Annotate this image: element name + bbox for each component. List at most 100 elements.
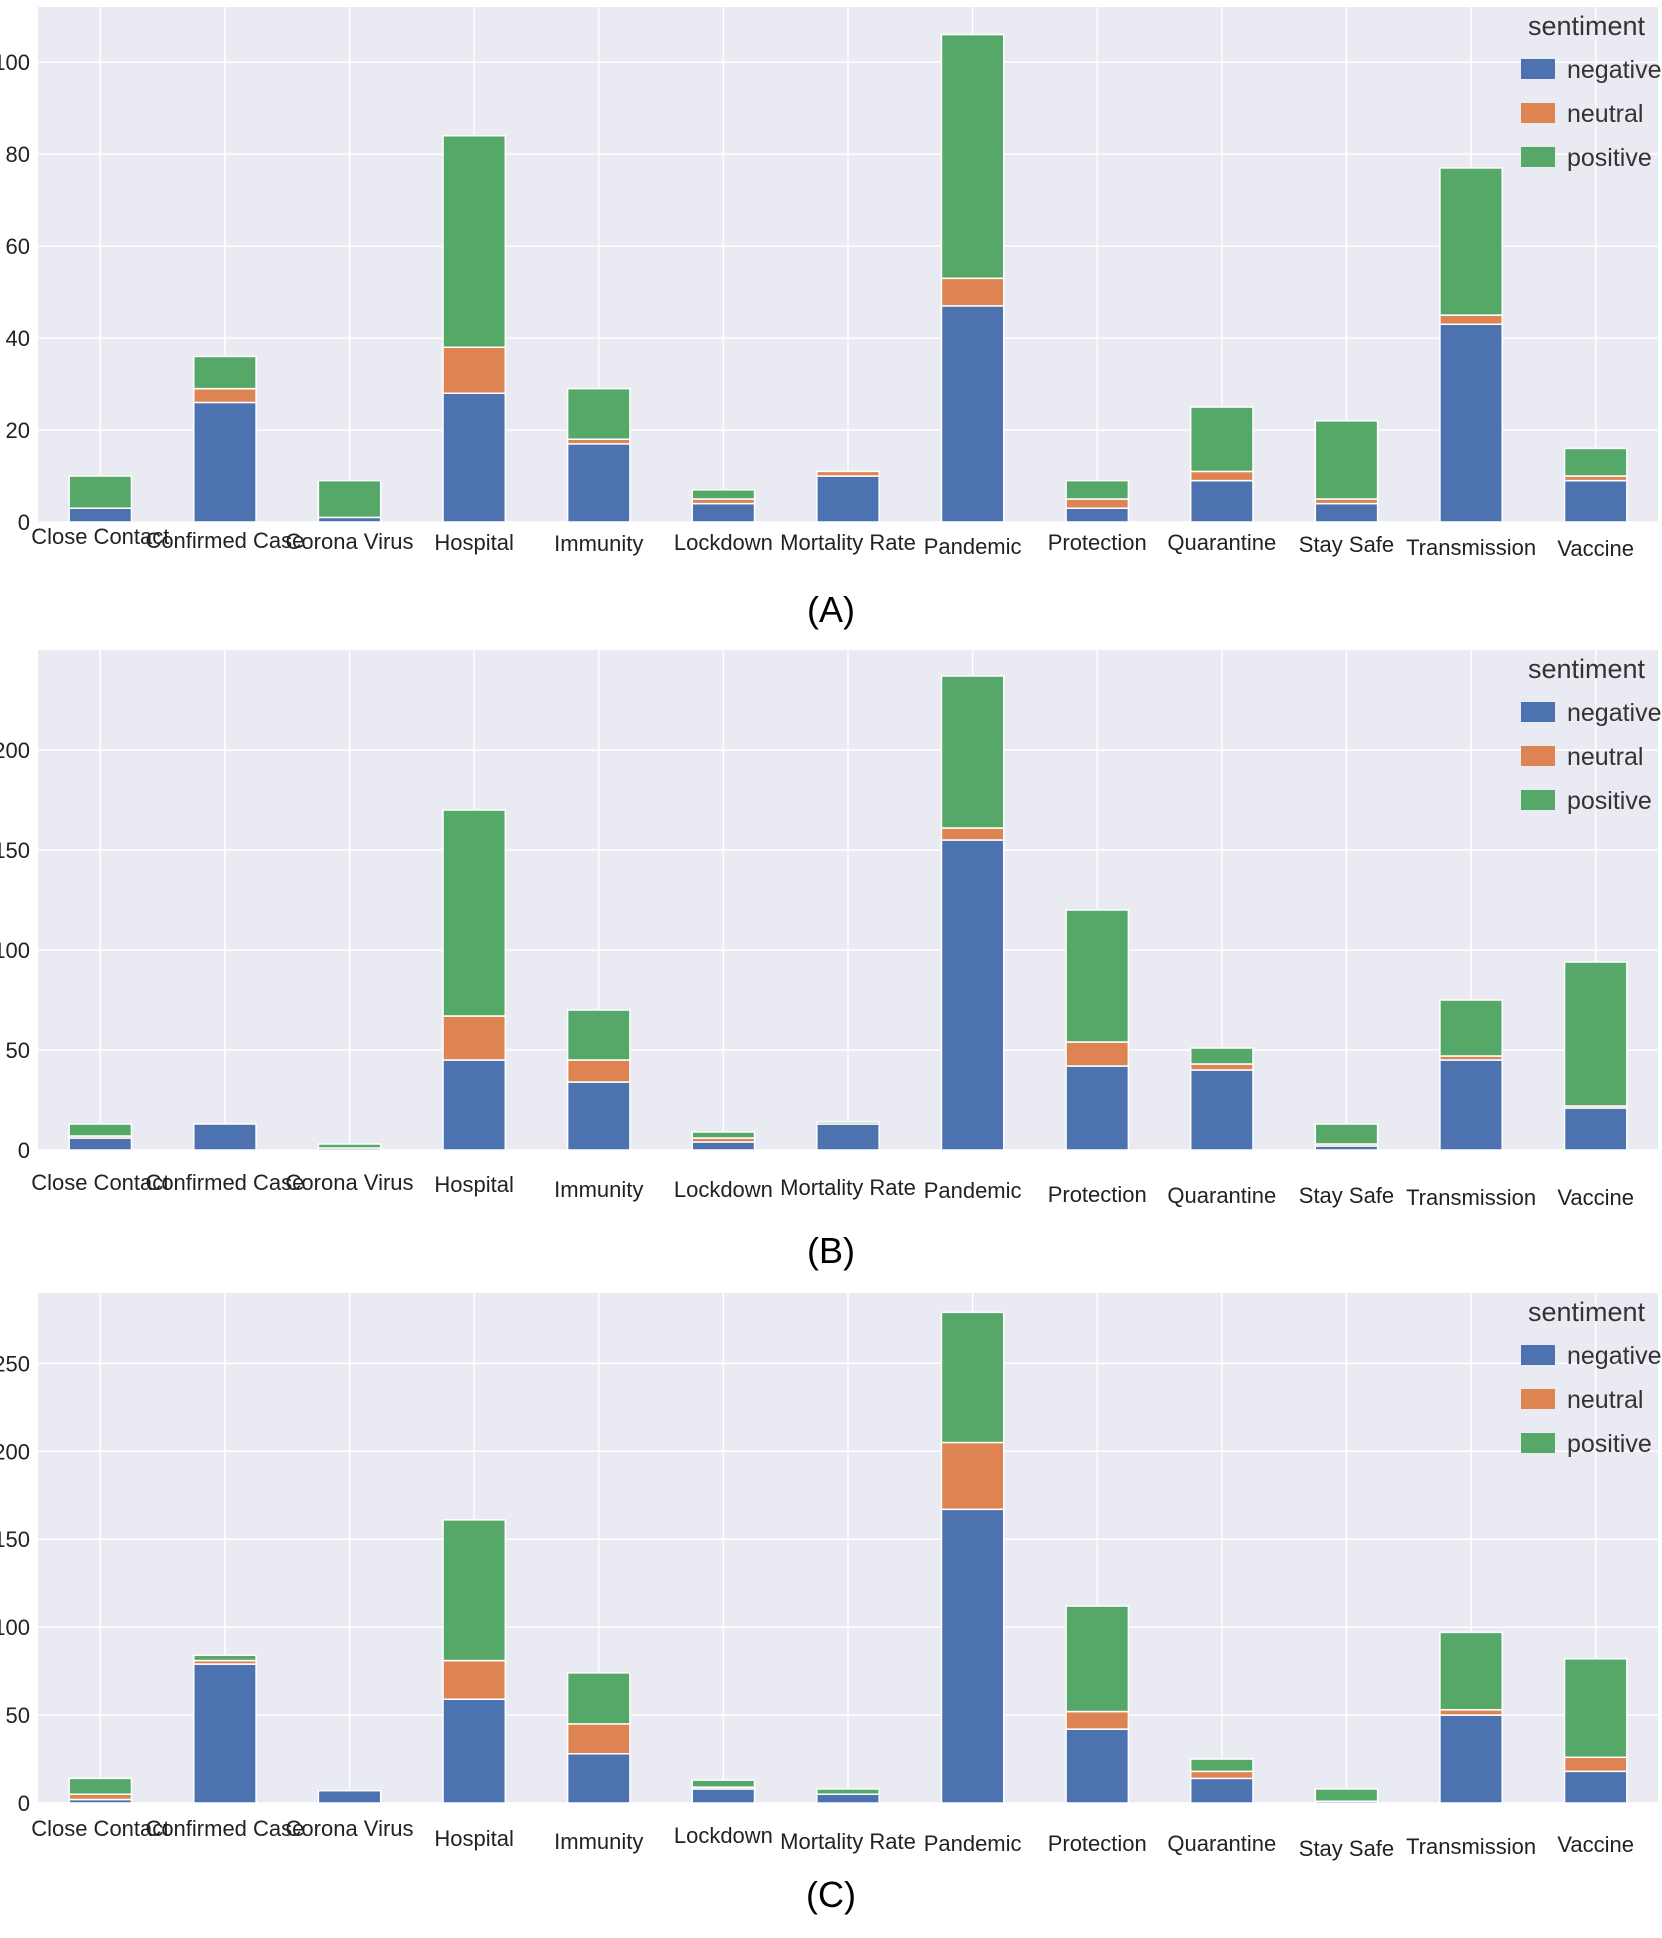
y-tick-label: 200	[0, 1439, 30, 1464]
bar-pandemic-positive	[940, 33, 1005, 280]
bar-quarantine-neutral	[1189, 1063, 1254, 1071]
bar-hospital-positive	[442, 809, 507, 1017]
x-tick-label-mortality-rate: Mortality Rate	[780, 530, 916, 555]
bar-pandemic-negative	[940, 839, 1005, 1151]
panel-caption: (B)	[807, 1230, 855, 1271]
bar-corona-virus-negative	[317, 1789, 382, 1804]
legend-title: sentiment	[1528, 11, 1646, 41]
y-tick-label: 100	[0, 1615, 30, 1640]
x-tick-label-transmission: Transmission	[1406, 1185, 1536, 1210]
bar-mortality-rate-negative	[816, 475, 880, 523]
bar-stay-safe-positive	[1314, 420, 1379, 500]
x-tick-label-pandemic: Pandemic	[924, 1178, 1022, 1203]
y-tick-label: 100	[0, 50, 30, 75]
x-tick-label-protection: Protection	[1048, 1831, 1147, 1856]
bar-hospital-negative	[442, 1698, 507, 1804]
x-tick-label-quarantine: Quarantine	[1167, 1183, 1276, 1208]
x-tick-label-corona-virus: Corona Virus	[286, 1816, 414, 1841]
bar-hospital-neutral	[442, 346, 507, 394]
x-tick-label-immunity: Immunity	[554, 1177, 643, 1202]
bar-quarantine-negative	[1189, 479, 1254, 523]
bar-hospital-negative	[442, 392, 507, 523]
bar-pandemic-positive	[940, 1311, 1005, 1444]
bar-pandemic-negative	[940, 305, 1005, 523]
bar-pandemic-negative	[940, 1508, 1005, 1804]
bar-immunity-negative	[566, 443, 631, 523]
legend-swatch-negative	[1521, 59, 1555, 79]
bar-vaccine-neutral	[1563, 1756, 1628, 1773]
bar-confirmed-case-negative	[193, 1123, 257, 1151]
bar-quarantine-neutral	[1189, 470, 1254, 482]
bar-vaccine-positive	[1563, 447, 1628, 477]
bar-protection-positive	[1065, 479, 1130, 500]
bar-close-contact-negative	[68, 1137, 133, 1151]
bar-protection-negative	[1065, 1065, 1130, 1151]
bar-vaccine-negative	[1563, 1107, 1628, 1151]
panel-caption: (A)	[807, 589, 855, 630]
bar-immunity-positive	[566, 1672, 631, 1725]
x-tick-label-stay-safe: Stay Safe	[1299, 1183, 1394, 1208]
bar-transmission-positive	[1439, 1631, 1503, 1711]
bar-immunity-negative	[566, 1081, 631, 1151]
y-tick-label: 40	[6, 326, 30, 351]
x-tick-label-close-contact: Close Contact	[31, 1170, 169, 1195]
bar-mortality-rate-negative	[816, 1123, 880, 1151]
bar-vaccine-negative	[1563, 479, 1628, 523]
legend: sentiment negative neutral positive	[1521, 654, 1662, 815]
bar-transmission-positive	[1439, 999, 1503, 1057]
legend-swatch-negative	[1521, 702, 1555, 722]
bar-quarantine-negative	[1189, 1777, 1254, 1804]
bar-pandemic-positive	[940, 675, 1005, 829]
legend-label-negative: negative	[1567, 56, 1662, 84]
bar-lockdown-positive	[691, 1779, 756, 1788]
bar-stay-safe-positive	[1314, 1788, 1379, 1802]
x-tick-label-confirmed-case: Confirmed Case	[145, 528, 304, 553]
legend-label-neutral: neutral	[1567, 743, 1643, 771]
x-tick-label-mortality-rate: Mortality Rate	[780, 1829, 916, 1854]
bar-pandemic-neutral	[940, 277, 1005, 307]
bar-confirmed-case-positive	[193, 1654, 257, 1662]
bar-lockdown-negative	[691, 1788, 756, 1804]
legend: sentiment negative neutral positive	[1521, 1297, 1662, 1458]
bar-close-contact-positive	[68, 1777, 133, 1795]
y-tick-label: 20	[6, 418, 30, 443]
bar-immunity-positive	[566, 1009, 631, 1061]
x-tick-label-immunity: Immunity	[554, 1829, 643, 1854]
bar-pandemic-neutral	[940, 1441, 1005, 1511]
x-tick-label-close-contact: Close Contact	[31, 524, 169, 549]
bar-pandemic-neutral	[940, 827, 1005, 841]
bar-mortality-rate-positive	[816, 1788, 880, 1795]
bar-transmission-negative	[1439, 323, 1503, 523]
x-tick-label-lockdown: Lockdown	[674, 1823, 773, 1848]
bar-quarantine-neutral	[1189, 1770, 1254, 1780]
legend-label-negative: negative	[1567, 699, 1662, 727]
bar-vaccine-negative	[1563, 1770, 1628, 1804]
legend-swatch-positive	[1521, 1433, 1555, 1453]
bar-lockdown-positive	[691, 1131, 756, 1139]
x-tick-label-transmission: Transmission	[1406, 1834, 1536, 1859]
bar-quarantine-positive	[1189, 1047, 1254, 1065]
y-tick-label: 0	[18, 1138, 30, 1163]
x-tick-label-confirmed-case: Confirmed Case	[145, 1816, 304, 1841]
bar-hospital-neutral	[442, 1015, 507, 1061]
bar-transmission-neutral	[1439, 314, 1503, 326]
y-tick-label: 200	[0, 738, 30, 763]
bar-protection-neutral	[1065, 1710, 1130, 1730]
bar-protection-negative	[1065, 1728, 1130, 1804]
bar-transmission-negative	[1439, 1714, 1503, 1804]
x-tick-label-quarantine: Quarantine	[1167, 1831, 1276, 1856]
legend-swatch-neutral	[1521, 1389, 1555, 1409]
legend-swatch-neutral	[1521, 103, 1555, 123]
y-tick-label: 60	[6, 234, 30, 259]
legend-label-positive: positive	[1567, 787, 1652, 815]
x-tick-label-protection: Protection	[1048, 1182, 1147, 1207]
x-tick-label-stay-safe: Stay Safe	[1299, 1836, 1394, 1861]
x-tick-label-hospital: Hospital	[434, 530, 513, 555]
bar-immunity-neutral	[566, 1059, 631, 1083]
bar-immunity-neutral	[566, 1723, 631, 1755]
bar-hospital-negative	[442, 1059, 507, 1151]
legend-label-neutral: neutral	[1567, 100, 1643, 128]
x-tick-label-pandemic: Pandemic	[924, 534, 1022, 559]
